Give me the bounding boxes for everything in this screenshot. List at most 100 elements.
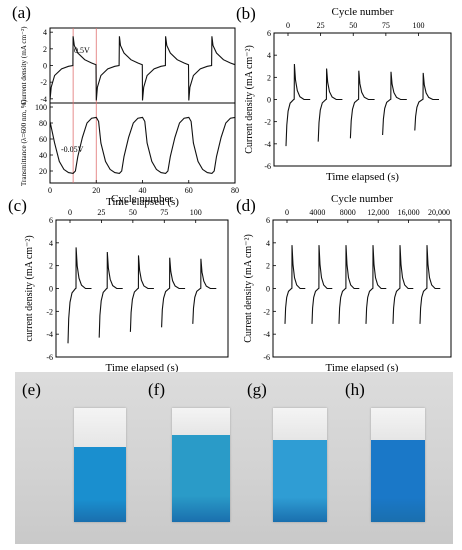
y-tick-label: 4 [49,239,53,248]
y-tick-label: 0 [49,285,53,294]
top-tick-label: 25 [97,208,105,217]
y-axis-label: current density (mA cm⁻²) [24,235,35,341]
y-tick-label: 100 [35,103,47,112]
top-tick-label: 16,000 [398,208,420,217]
x-axis-label: Time elapsed (s) [106,362,179,374]
top-tick-label: 50 [349,21,357,30]
slide-colored-region [371,439,425,522]
y-tick-label: 60 [39,135,47,144]
top-tick-label: 100 [412,21,424,30]
photo-panel-label: (e) [22,380,41,399]
y-tick-label: 4 [43,28,47,37]
y-tick-label: 2 [266,262,270,271]
top-tick-label: 50 [129,208,137,217]
slide-colored-region [74,446,126,522]
x-tick-label: 0 [48,186,52,195]
annotation-label: -0.05V [61,145,84,154]
top-axis-title: Cycle number [331,193,393,205]
electrochromic-slide [371,408,425,522]
cycle-transient [98,251,123,338]
electrochromic-slide [74,408,126,522]
cycle-transient [382,71,407,136]
cycle-transient [284,245,306,324]
photo-panel-label: (h) [345,380,365,399]
x-tick-label: 40 [139,186,147,195]
cycle-transient [317,68,343,142]
y-tick-label: 40 [39,151,47,160]
y-tick-label: 2 [267,73,271,82]
y-tick-label: -2 [40,78,47,87]
y-tick-label: 6 [266,216,270,225]
slide-clear-region [371,408,425,440]
annotation-label: 0.5V [74,46,90,55]
y-tick-label: 4 [267,51,271,60]
y-tick-label: 4 [266,239,270,248]
x-axis-label: Time elapsed (s) [326,362,399,374]
x-axis-label: Time elapsed (s) [106,196,179,208]
cycle-transient [67,247,92,344]
cycle-transient [349,70,375,139]
cycle-transient [419,245,441,324]
top-tick-label: 12,000 [367,208,389,217]
y-tick-label: -2 [264,118,271,127]
y-tick-label: -4 [263,330,270,339]
y-tick-label: 80 [39,119,47,128]
y-tick-label: -4 [46,330,53,339]
panel-label: (d) [236,196,256,215]
top-tick-label: 8000 [340,208,356,217]
plot-frame-bottom [49,102,236,184]
y-tick-label: 0 [266,285,270,294]
photo-panel-label: (f) [148,380,165,399]
top-tick-label: 100 [190,208,202,217]
x-tick-label: 60 [185,186,193,195]
y-tick-label: 2 [49,262,53,271]
cycle-transient [311,245,333,324]
cycle-transient [161,257,186,328]
electrochromic-slide [172,408,230,522]
y-tick-label: 6 [49,216,53,225]
y-tick-label: 20 [39,167,47,176]
x-axis-label: Time elapsed (s) [326,171,399,183]
cycle-transient [285,63,311,147]
top-axis-title: Cycle number [331,6,393,18]
slide-clear-region [74,408,126,447]
series-line [49,36,236,101]
top-tick-label: 25 [317,21,325,30]
y-tick-label: -4 [40,95,47,104]
top-axis-title: Cycle number [111,193,173,205]
top-tick-label: 0 [68,208,72,217]
slide-colored-region [172,435,230,522]
y-axis-label: Current density (mA cm⁻²) [243,234,254,343]
slide-colored-region [273,439,327,522]
x-tick-label: 20 [92,186,100,195]
top-tick-label: 0 [285,208,289,217]
y-tick-label: 0 [267,96,271,105]
panel-label: (a) [12,3,31,22]
cycle-transient [365,245,387,324]
plot-frame [273,32,452,167]
y-tick-label: -6 [264,162,271,171]
cycle-transient [392,245,414,324]
series-line [49,116,236,174]
panel-label: (b) [236,4,256,23]
y-axis-label: Transmittance (λ=600 nm, %) [20,99,28,186]
top-tick-label: 4000 [309,208,325,217]
electrochromic-slide [273,408,327,522]
slide-clear-region [172,408,230,436]
y-tick-label: 0 [43,62,47,71]
y-tick-label: -4 [264,140,271,149]
photo-panel-label: (g) [247,380,267,399]
plot-frame [55,219,229,358]
y-axis-label: Current density (mA cm⁻²) [20,26,28,105]
slide-clear-region [273,408,327,440]
top-tick-label: 0 [286,21,290,30]
top-tick-label: 75 [382,21,390,30]
top-tick-label: 75 [160,208,168,217]
y-tick-label: -6 [263,353,270,362]
x-tick-label: 80 [231,186,239,195]
top-tick-label: 20,000 [428,208,450,217]
y-axis-label: Current density (mA cm⁻²) [244,45,255,154]
cycle-transient [338,245,360,324]
